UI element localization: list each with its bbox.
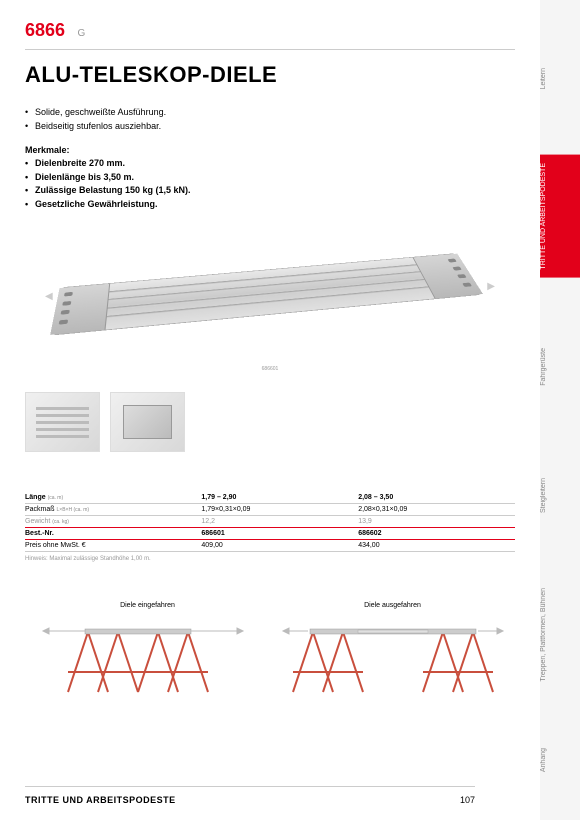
diagram-label: Diele ausgefahren	[278, 602, 508, 609]
features-list: Dielenbreite 270 mm.Dielenlänge bis 3,50…	[25, 157, 515, 211]
row-label: Best.-Nr.	[25, 528, 201, 540]
row-value: 2,08×0,31×0,09	[358, 504, 515, 516]
sidebar-tab[interactable]: Treppen, Plattformen, Bühnen	[540, 580, 580, 690]
features-heading: Merkmale:	[25, 145, 515, 155]
description-item: Solide, geschweißte Ausführung.	[25, 106, 515, 120]
thumbnail-1	[25, 392, 100, 452]
product-code: 6866	[25, 20, 65, 41]
sidebar-tab[interactable]: Leitern	[540, 60, 580, 97]
divider	[25, 49, 515, 50]
row-value: 13,9	[358, 516, 515, 528]
table-row: Länge (ca. m)1,79 – 2,902,08 – 3,50	[25, 492, 515, 504]
sidebar-tab[interactable]: TRITTE UND ARBEITSPODESTE	[540, 155, 580, 278]
feature-item: Dielenlänge bis 3,50 m.	[25, 171, 515, 185]
row-value: 2,08 – 3,50	[358, 492, 515, 504]
product-suffix: G	[78, 28, 86, 39]
row-value: 686602	[358, 528, 515, 540]
diagram-retracted: Diele eingefahren	[33, 602, 263, 702]
row-value: 686601	[201, 528, 358, 540]
row-label: Packmaß L×B×H (ca. m)	[25, 504, 201, 516]
plank-illustration	[54, 253, 479, 335]
row-label: Gewicht (ca. kg)	[25, 516, 201, 528]
sidebar-tab[interactable]: Anhang	[540, 740, 580, 780]
arrow-left-icon: ◀	[45, 291, 53, 302]
feature-item: Zulässige Belastung 150 kg (1,5 kN).	[25, 184, 515, 198]
row-label: Länge (ca. m)	[25, 492, 201, 504]
sidebar-tab[interactable]: Fahrgerüste	[540, 340, 580, 394]
row-value: 1,79×0,31×0,09	[201, 504, 358, 516]
table-row: Best.-Nr.686601686602	[25, 528, 515, 540]
page-footer: TRITTE UND ARBEITSPODESTE 107	[25, 786, 475, 805]
thumbnail-2	[110, 392, 185, 452]
table-row: Preis ohne MwSt. €409,00434,00	[25, 540, 515, 552]
diagram-svg	[33, 617, 263, 697]
table-row: Gewicht (ca. kg)12,213,9	[25, 516, 515, 528]
table-note: Hinweis: Maximal zulässige Standhöhe 1,0…	[25, 556, 515, 562]
diagram-svg	[278, 617, 508, 697]
table-row: Packmaß L×B×H (ca. m)1,79×0,31×0,092,08×…	[25, 504, 515, 516]
row-value: 409,00	[201, 540, 358, 552]
diagram-label: Diele eingefahren	[33, 602, 263, 609]
product-header: 6866 G	[25, 20, 515, 41]
feature-item: Dielenbreite 270 mm.	[25, 157, 515, 171]
description-list: Solide, geschweißte Ausführung.Beidseiti…	[25, 106, 515, 133]
row-value: 1,79 – 2,90	[201, 492, 358, 504]
sidebar: Leitern TRITTE UND ARBEITSPODESTE Fahrgerü…	[540, 0, 580, 820]
spec-table: Länge (ca. m)1,79 – 2,902,08 – 3,50Packm…	[25, 492, 515, 552]
thumbnail-row	[25, 392, 515, 452]
diagram-extended: Diele ausgefahren	[278, 602, 508, 702]
footer-title: TRITTE UND ARBEITSPODESTE	[25, 795, 176, 805]
diagram-row: Diele eingefahren Diele ausgefahren	[25, 602, 515, 702]
feature-item: Gesetzliche Gewährleistung.	[25, 198, 515, 212]
row-value: 434,00	[358, 540, 515, 552]
main-product-image: ◀ ▶	[25, 226, 515, 366]
row-value: 12,2	[201, 516, 358, 528]
page-title: ALU-TELESKOP-DIELE	[25, 62, 515, 88]
row-label: Preis ohne MwSt. €	[25, 540, 201, 552]
page: 6866 G ALU-TELESKOP-DIELE Solide, geschw…	[0, 0, 540, 820]
page-number: 107	[460, 795, 475, 805]
description-item: Beidseitig stufenlos ausziehbar.	[25, 120, 515, 134]
sidebar-tab[interactable]: Steigleitern	[540, 470, 580, 521]
image-caption: 686601	[25, 366, 515, 372]
arrow-right-icon: ▶	[487, 281, 495, 292]
